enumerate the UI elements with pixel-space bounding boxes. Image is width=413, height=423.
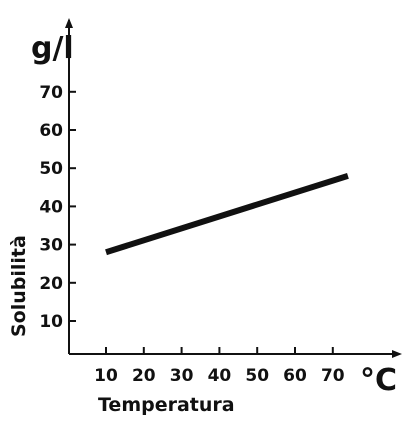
- y-tick-label: 70: [39, 83, 63, 103]
- x-tick-label: 50: [245, 366, 269, 386]
- series: [105, 172, 349, 256]
- x-tick-label: 40: [208, 366, 232, 386]
- x-tick-label: 30: [170, 366, 194, 386]
- ticks: 10 20 30 40 50 60 70 10 20 30 40 50 60 70: [39, 83, 344, 386]
- x-axis-arrow: [392, 350, 402, 358]
- y-tick-label: 20: [39, 274, 63, 294]
- y-axis-arrow: [65, 18, 73, 28]
- x-unit-label: °C: [360, 363, 397, 398]
- solubility-line: [105, 172, 349, 256]
- x-tick-label: 60: [283, 366, 307, 386]
- y-tick-label: 10: [39, 312, 63, 332]
- y-tick-label: 30: [39, 236, 63, 256]
- x-axis-title: Temperatura: [98, 394, 235, 416]
- x-tick-label: 10: [94, 366, 118, 386]
- x-tick-label: 20: [132, 366, 156, 386]
- x-tick-label: 70: [321, 366, 345, 386]
- y-axis-title: Solubilità: [8, 235, 30, 337]
- y-tick-label: 50: [39, 159, 63, 179]
- y-tick-label: 40: [39, 197, 63, 217]
- axes: [65, 18, 402, 358]
- y-tick-label: 60: [39, 121, 63, 141]
- y-unit-label: g/l: [31, 31, 74, 66]
